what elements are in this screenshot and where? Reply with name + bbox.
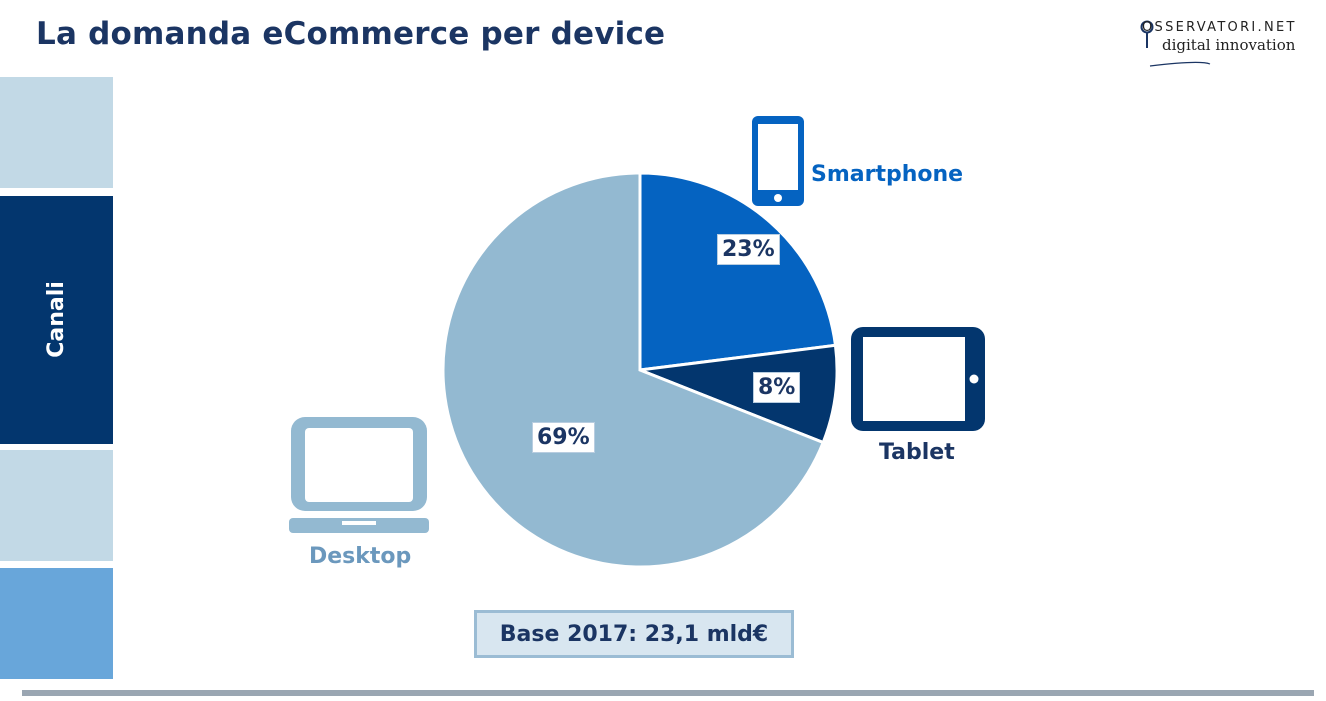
logo-line1: OSSERVATORI.NET xyxy=(1142,20,1297,35)
base-note-text: Base 2017: 23,1 mld€ xyxy=(499,621,769,647)
logo-mark-icon xyxy=(1140,20,1211,67)
slice-label-smartphone: 23% xyxy=(717,234,780,265)
base-note: Base 2017: 23,1 mld€ xyxy=(474,610,794,658)
footer-divider xyxy=(22,690,1314,696)
laptop-icon xyxy=(289,417,429,533)
pie-slice-desktop xyxy=(441,171,826,569)
smartphone-label: Smartphone xyxy=(811,162,964,187)
sidebar-block-4 xyxy=(0,568,113,679)
tablet-label: Tablet xyxy=(879,440,955,465)
page-title: La domanda eCommerce per device xyxy=(36,16,666,52)
sidebar-block-canali xyxy=(0,196,113,444)
sidebar-block-3 xyxy=(0,450,113,561)
tablet-icon xyxy=(851,327,985,431)
smartphone-icon xyxy=(752,116,804,206)
logo-line2: digital innovation xyxy=(1162,36,1296,54)
osservatori-logo: OSSERVATORI.NET digital innovation xyxy=(1140,20,1320,72)
desktop-label: Desktop xyxy=(309,544,412,569)
pie-slice-tablet xyxy=(639,343,839,445)
slice-label-tablet: 8% xyxy=(753,372,801,403)
sidebar-block-1 xyxy=(0,77,113,188)
slice-label-desktop: 69% xyxy=(532,422,595,453)
pie-slice-smartphone xyxy=(638,171,838,372)
